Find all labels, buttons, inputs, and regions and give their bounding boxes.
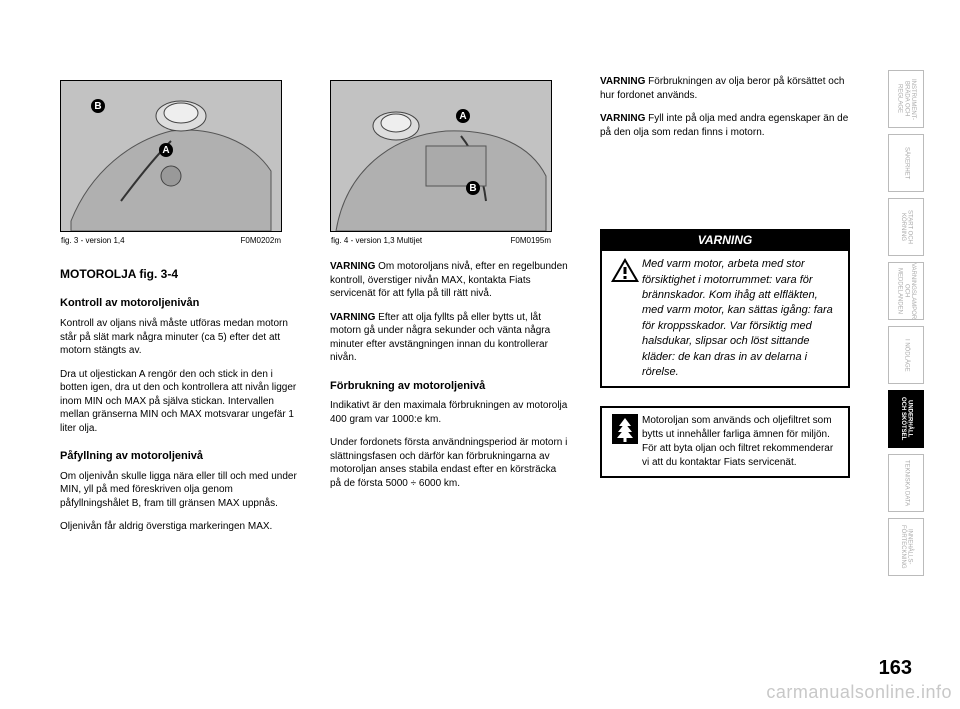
figure-2-marker-b: B (466, 181, 480, 195)
tab-sakerhet[interactable]: SÄKERHET (888, 134, 924, 192)
paragraph-varning-nivaa: VARNING Om motoroljans nivå, efter en re… (330, 260, 570, 301)
figure-2-marker-a: A (456, 109, 470, 123)
paragraph-varning-forbrukning: VARNING Förbrukningen av olja beror på k… (600, 75, 850, 102)
figure-1: B A fig. 3 - version 1,4 F0M0202m (60, 80, 282, 232)
subheading-pafyllning: Påfyllning av motoroljenivå (60, 449, 300, 464)
tab-innehall[interactable]: INNEHÅLLS-FÖRTECKNING (888, 518, 924, 576)
column-2: VARNING Om motoroljans nivå, efter en re… (330, 260, 570, 500)
page-number: 163 (879, 657, 912, 680)
paragraph-varning-efterfyll: VARNING Efter att olja fyllts på eller b… (330, 311, 570, 365)
figure-1-marker-a: A (159, 143, 173, 157)
figure-1-code: F0M0202m (241, 236, 281, 245)
warning-box-text: Med varm motor, arbeta med stor försikti… (642, 257, 842, 380)
eco-note-box: Motoroljan som används och oljefiltret s… (600, 406, 850, 478)
column-3: VARNING Förbrukningen av olja beror på k… (600, 75, 850, 478)
figure-1-marker-b: B (91, 99, 105, 113)
paragraph-forbrukning-2: Under fordonets första användningsperiod… (330, 436, 570, 490)
eco-note-text: Motoroljan som används och oljefiltret s… (642, 414, 842, 470)
subheading-forbrukning: Förbrukning av motoroljenivå (330, 379, 570, 394)
paragraph-kontroll-2: Dra ut oljestickan A rengör den och stic… (60, 368, 300, 436)
subheading-kontroll: Kontroll av motoroljenivån (60, 296, 300, 311)
paragraph-varning-egenskaper: VARNING Fyll inte på olja med andra egen… (600, 112, 850, 139)
tab-underhall[interactable]: UNDERHÅLL OCH SKÖTSEL (888, 390, 924, 448)
tab-varningslampor[interactable]: VARNINGSLAMPOR OCH MEDDELANDEN (888, 262, 924, 320)
column-1: MOTOROLJA fig. 3-4 Kontroll av motorolje… (60, 260, 300, 544)
figure-2-caption: fig. 4 - version 1,3 Multijet (331, 236, 422, 245)
heading-motorolja: MOTOROLJA fig. 3-4 (60, 266, 300, 282)
watermark: carmanualsonline.info (766, 682, 952, 703)
paragraph-pafyllning-1: Om oljenivån skulle ligga nära eller til… (60, 470, 300, 511)
tab-instrument[interactable]: INSTRUMENT-BRÄDA OCH REGLAGE (888, 70, 924, 128)
tab-start[interactable]: START OCH KÖRNING (888, 198, 924, 256)
tab-tekniska[interactable]: TEKNISKA DATA (888, 454, 924, 512)
figure-1-caption: fig. 3 - version 1,4 (61, 236, 125, 245)
paragraph-kontroll-1: Kontroll av oljans nivå måste utföras me… (60, 317, 300, 358)
warning-box-title: VARNING (600, 229, 850, 251)
warning-box: VARNING Med varm motor, arbeta med stor … (600, 229, 850, 388)
engine-drawing-2 (331, 81, 551, 231)
figure-2: A B fig. 4 - version 1,3 Multijet F0M019… (330, 80, 552, 232)
warning-box-body: Med varm motor, arbeta med stor försikti… (600, 251, 850, 388)
paragraph-forbrukning-1: Indikativt är den maximala förbrukningen… (330, 399, 570, 426)
paragraph-pafyllning-2: Oljenivån får aldrig överstiga markering… (60, 520, 300, 534)
section-tabs: INSTRUMENT-BRÄDA OCH REGLAGE SÄKERHET ST… (888, 70, 924, 582)
page-stage: B A fig. 3 - version 1,4 F0M0202m A B fi… (0, 0, 960, 709)
figure-2-code: F0M0195m (511, 236, 551, 245)
tab-nodlage[interactable]: I NÖDLÄGE (888, 326, 924, 384)
manual-page: B A fig. 3 - version 1,4 F0M0202m A B fi… (30, 30, 930, 680)
warning-triangle-icon (608, 257, 642, 380)
tree-icon (608, 414, 642, 470)
